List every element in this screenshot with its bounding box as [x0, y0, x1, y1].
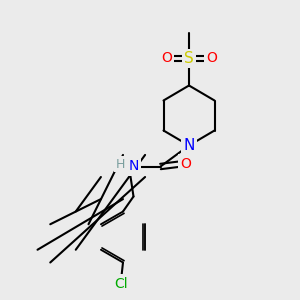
- Text: N: N: [128, 160, 139, 173]
- Text: Cl: Cl: [115, 277, 128, 290]
- Text: O: O: [181, 157, 191, 170]
- Text: O: O: [161, 52, 172, 65]
- Text: N: N: [183, 138, 195, 153]
- Text: S: S: [184, 51, 194, 66]
- Text: O: O: [206, 52, 217, 65]
- Text: H: H: [115, 158, 125, 171]
